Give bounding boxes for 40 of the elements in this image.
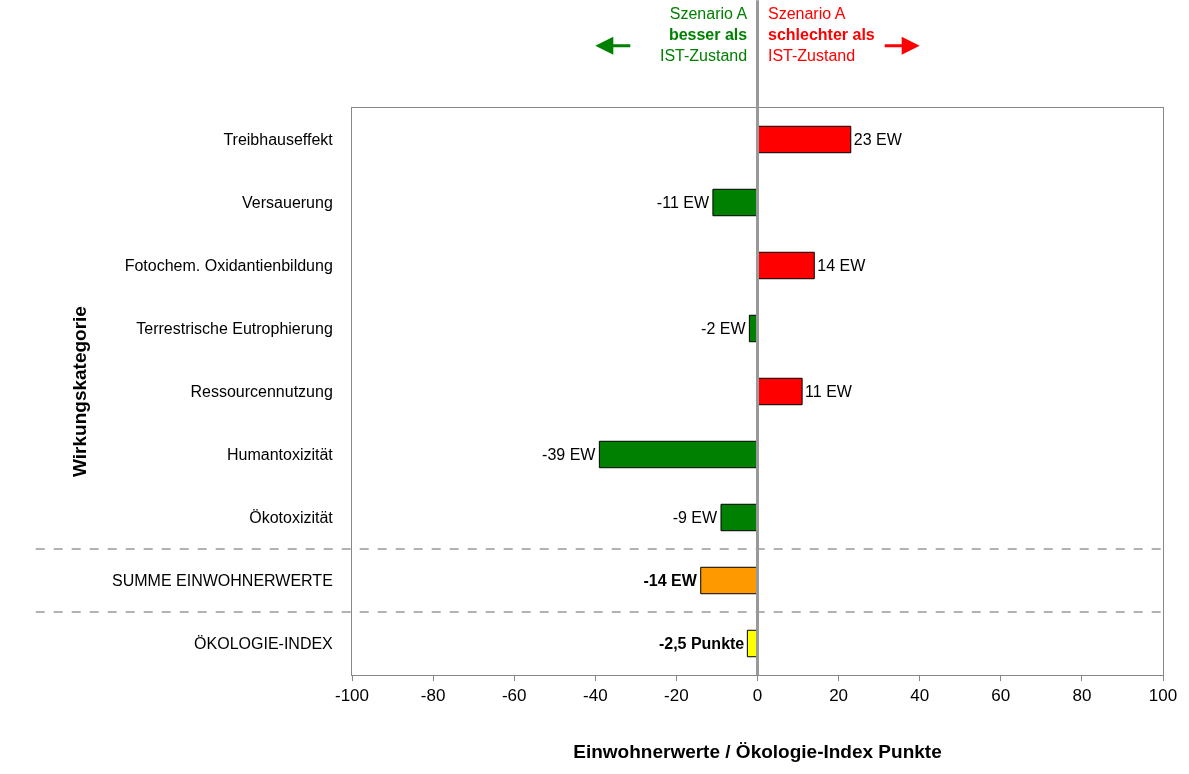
text: Szenario A schlechter als IST-Zustand (768, 5, 875, 64)
data-label: -2,5 Punkte (658, 635, 745, 652)
x-axis-title: Einwohnerwerte / Ökologie-Index Punkte (573, 741, 942, 763)
bar (720, 503, 758, 532)
y-tick-label: ÖKOLOGIE-INDEX (194, 635, 334, 653)
x-tick-label: 40 (910, 686, 930, 706)
data-label: -2 EW (701, 320, 747, 337)
x-tick-label: 100 (1148, 686, 1178, 706)
y-tick-label: Fotochem. Oxidantienbildung (124, 257, 333, 275)
bar (757, 125, 852, 154)
bar (712, 188, 758, 217)
x-tick-label: -20 (664, 686, 689, 706)
bar (757, 377, 803, 406)
x-tick-label: -60 (501, 686, 527, 706)
y-axis-title: Wirkungskategorie (68, 306, 90, 477)
x-tick-label: 80 (1072, 686, 1092, 706)
y-tick-label: SUMME EINWOHNERWERTE (112, 572, 333, 590)
data-label: 14 EW (817, 257, 867, 274)
bar (598, 440, 758, 469)
data-label: 23 EW (853, 131, 903, 148)
data-label: 11 EW (805, 383, 853, 400)
y-tick-label: Ökotoxizität (249, 509, 334, 527)
y-tick-label: Versauerung (242, 194, 333, 212)
y-tick-label: Humantoxizität (226, 446, 334, 464)
x-tick-label: -80 (420, 686, 446, 706)
x-tick-label: 0 (752, 686, 763, 706)
x-tick-label: 60 (991, 686, 1011, 706)
x-tick-label: -40 (583, 686, 608, 706)
data-label: -39 EW (542, 446, 597, 463)
y-tick-label: Treibhauseffekt (223, 131, 334, 149)
y-tick-label: Ressourcennutzung (190, 383, 333, 401)
bar (757, 251, 815, 280)
data-label: -11 EW (656, 194, 710, 211)
bar (700, 566, 758, 595)
y-tick-label: Terrestrische Eutrophierung (136, 320, 333, 338)
data-label: -14 EW (643, 572, 698, 589)
x-tick-label: -100 (334, 686, 370, 706)
data-label: -9 EW (672, 509, 719, 526)
x-tick-label: 20 (829, 686, 849, 706)
text: Szenario A besser als IST-Zustand (660, 5, 748, 64)
